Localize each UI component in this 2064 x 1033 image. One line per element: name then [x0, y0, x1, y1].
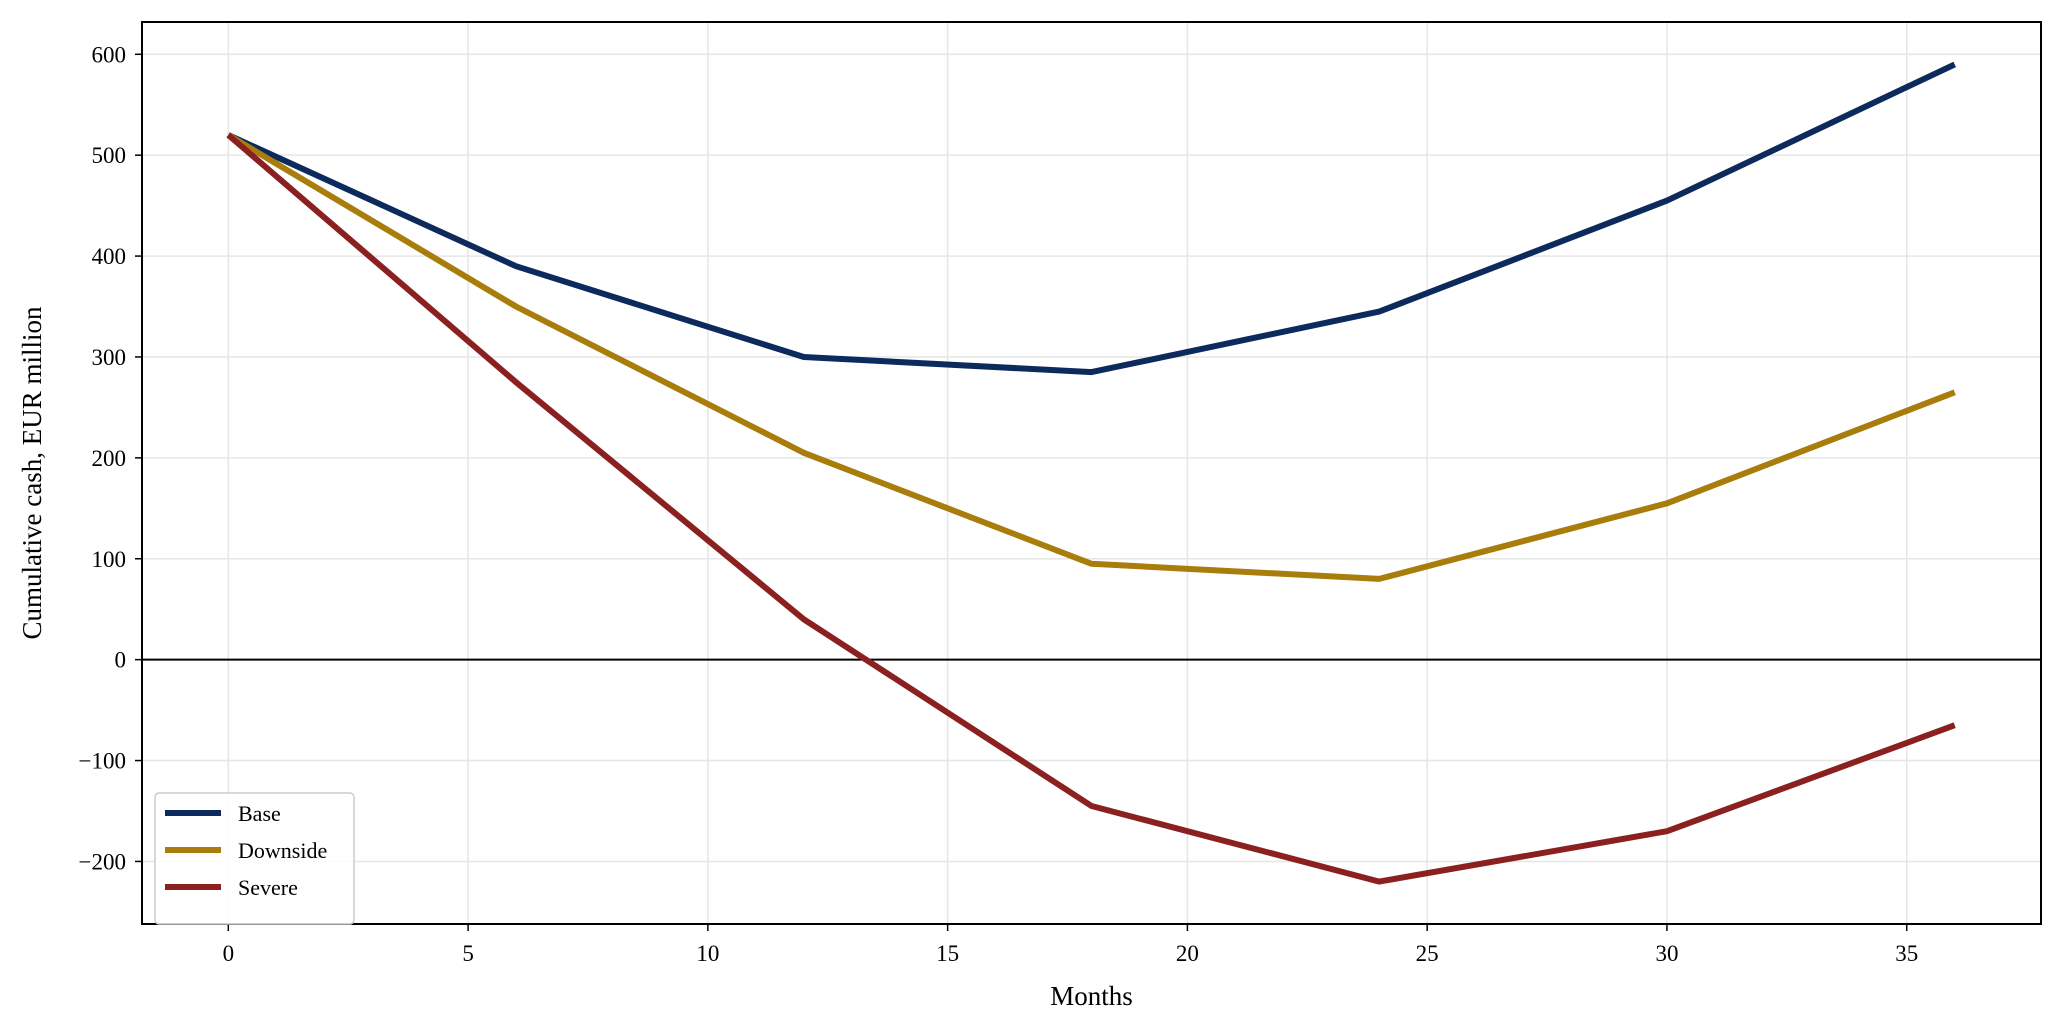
legend-label-severe: Severe — [238, 875, 298, 900]
x-axis-label: Months — [1050, 981, 1133, 1011]
legend: Base Downside Severe — [154, 792, 355, 925]
x-tick-label: 30 — [1655, 941, 1678, 966]
y-tick-label: 0 — [115, 648, 127, 673]
y-tick-label: 300 — [92, 345, 127, 370]
x-tick-label: 20 — [1176, 941, 1199, 966]
series-line-base — [227, 61, 1956, 376]
x-axis-ticks: 0 5 10 15 20 25 30 35 — [223, 924, 1918, 966]
series-line-downside — [226, 132, 1956, 582]
x-tick-label: 25 — [1416, 941, 1439, 966]
legend-label-base: Base — [238, 801, 281, 826]
y-tick-label: 400 — [92, 244, 127, 269]
y-tick-label: 100 — [92, 547, 127, 572]
y-tick-label: 200 — [92, 446, 127, 471]
y-axis-label: Cumulative cash, EUR million — [17, 306, 47, 639]
x-tick-label: 15 — [936, 941, 959, 966]
x-tick-label: 0 — [223, 941, 235, 966]
y-tick-label: −200 — [79, 849, 126, 874]
x-tick-label: 10 — [696, 941, 719, 966]
legend-box — [154, 792, 355, 925]
y-tick-label: 500 — [92, 143, 127, 168]
y-axis-ticks: 600 500 400 300 200 100 0 −100 −200 — [79, 42, 142, 874]
series-line-severe — [226, 132, 1956, 885]
y-tick-label: −100 — [79, 749, 126, 774]
y-tick-label: 600 — [92, 42, 127, 67]
plot-frame — [141, 21, 2042, 925]
legend-label-downside: Downside — [238, 838, 327, 863]
x-tick-label: 5 — [462, 941, 474, 966]
x-tick-label: 35 — [1895, 941, 1918, 966]
series-lines — [226, 61, 1956, 885]
